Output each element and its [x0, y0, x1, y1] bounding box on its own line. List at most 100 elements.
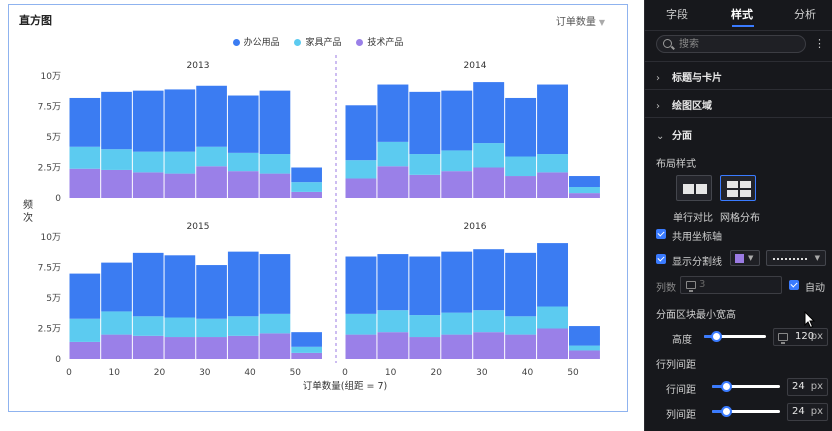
row-gap-value: 24 [792, 381, 805, 392]
histogram-bar [132, 151, 164, 173]
row-gap-unit: px [810, 381, 823, 392]
facet-title: 2015 [187, 222, 210, 232]
histogram-bar [409, 256, 441, 316]
histogram-bar [196, 166, 227, 198]
histogram-bar [569, 326, 600, 346]
x-tick-label: 10 [109, 368, 121, 378]
x-tick-label: 40 [244, 368, 256, 378]
legend-item-office[interactable]: 办公用品 [232, 35, 280, 48]
height-slider-track[interactable] [704, 335, 766, 338]
histogram-bar [345, 178, 377, 198]
row-gap-slider-track[interactable] [712, 385, 780, 388]
histogram-bar [569, 176, 600, 188]
x-tick-label: 50 [290, 368, 302, 378]
section-facet[interactable]: ⌄ 分面 [656, 127, 692, 142]
height-input[interactable]: 120 px [773, 328, 828, 346]
histogram-bar [291, 346, 322, 353]
monitor-icon [778, 333, 788, 344]
histogram-bar [569, 350, 600, 359]
row-gap-input[interactable]: 24 px [787, 378, 828, 396]
search-input[interactable] [679, 38, 799, 50]
col-gap-slider-fill [712, 410, 726, 413]
histogram-bar [101, 91, 132, 150]
row-gap-label: 行间距 [666, 385, 696, 396]
dotted-line-icon [773, 258, 807, 260]
histogram-bar [227, 152, 259, 172]
histogram-bar [259, 90, 291, 155]
histogram-bar [291, 332, 322, 347]
histogram-bar [537, 306, 569, 329]
histogram-bar [345, 334, 377, 359]
histogram-bar [69, 273, 101, 319]
show-divider-checkbox[interactable] [656, 254, 666, 264]
legend-label: 技术产品 [367, 38, 404, 48]
legend-swatch [294, 39, 302, 46]
section-title-card[interactable]: › 标题与卡片 [656, 69, 722, 84]
row-gap-slider-thumb[interactable] [720, 381, 732, 392]
columns-input[interactable]: 3 [680, 276, 782, 294]
active-tab-indicator [732, 25, 754, 27]
histogram-bar [377, 310, 409, 333]
histogram-bar [196, 146, 227, 167]
histogram-bar [377, 141, 409, 167]
search-box[interactable] [656, 35, 806, 53]
layout-grid-button[interactable] [720, 175, 756, 201]
histogram-bar [227, 335, 259, 359]
divider [644, 89, 832, 90]
y-axis-label: 频次 [23, 198, 33, 224]
chart-title: 直方图 [19, 14, 52, 27]
layout-single-row-button[interactable] [676, 175, 712, 201]
tab-style[interactable]: 样式 [731, 8, 753, 21]
single-row-layout-icon [683, 184, 707, 194]
chevron-right-icon: › [656, 101, 660, 112]
histogram-bar [505, 97, 537, 157]
histogram-bar [101, 311, 132, 335]
more-icon[interactable]: ⋮ [814, 37, 825, 50]
legend-item-furniture[interactable]: 家具产品 [294, 35, 342, 48]
facet-chart: 频次 订单数量(组距 = 7) 2013 0 2.5万 5万 7.5万 10万 2014 20… [23, 55, 600, 392]
col-gap-slider-thumb[interactable] [720, 406, 732, 417]
histogram-bar [377, 84, 409, 142]
histogram-bar [345, 105, 377, 161]
tab-fields[interactable]: 字段 [666, 8, 688, 21]
histogram-bar [259, 333, 291, 359]
col-gap-slider-track[interactable] [712, 410, 780, 413]
histogram-bar [69, 97, 101, 147]
section-label: 分面 [672, 131, 692, 142]
histogram-bar [537, 328, 569, 359]
layout-grid-label: 网格分布 [720, 213, 760, 224]
histogram-bar [132, 252, 164, 317]
histogram-bar [473, 167, 505, 198]
histogram-bar [259, 313, 291, 334]
y-tick-label: 7.5万 [38, 103, 61, 113]
col-gap-input[interactable]: 24 px [787, 403, 828, 421]
divider-color-picker[interactable]: ▼ [730, 250, 760, 266]
tab-analysis[interactable]: 分析 [794, 8, 816, 21]
legend-item-tech[interactable]: 技术产品 [356, 35, 403, 48]
facet-title: 2013 [187, 61, 210, 71]
histogram-bar [345, 160, 377, 179]
histogram-bar [409, 91, 441, 155]
histogram-bar [164, 151, 196, 174]
shared-axis-checkbox[interactable] [656, 229, 666, 239]
histogram-bar [441, 90, 473, 151]
histogram-bar [196, 85, 227, 147]
col-gap-label: 列间距 [666, 410, 696, 421]
section-plot-area[interactable]: › 绘图区域 [656, 97, 712, 112]
histogram-bar [473, 310, 505, 333]
facet-title: 2016 [464, 222, 487, 232]
y-tick-label: 0 [55, 194, 61, 204]
measure-select[interactable]: 订单数量 ▼ [556, 13, 605, 28]
columns-value: 3 [699, 279, 706, 290]
histogram-bar [377, 332, 409, 359]
caret-down-icon: ▼ [814, 254, 820, 262]
divider-line-style-select[interactable]: ▼ [766, 250, 826, 266]
auto-columns-checkbox[interactable] [789, 280, 799, 290]
grid-layout-icon [727, 181, 751, 197]
histogram-bar [69, 168, 101, 198]
histogram-bar [377, 254, 409, 311]
legend-swatch [232, 39, 240, 46]
y-tick-label: 5万 [46, 133, 61, 143]
height-slider-thumb[interactable] [711, 331, 723, 342]
histogram-bar [227, 251, 259, 317]
